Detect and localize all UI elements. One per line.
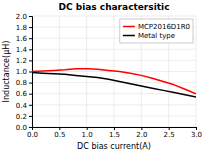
x-tick-mark	[59, 127, 60, 130]
x-tick-label: 0.0	[27, 131, 38, 139]
y-tick-mark	[29, 83, 32, 84]
y-tick: 2.0	[16, 13, 32, 21]
legend-label: Metal type	[138, 32, 175, 40]
x-axis: 0.0 0.5 1.0 1.5 2.0 2.5 3.0	[27, 127, 202, 139]
y-tick: 0.4	[16, 102, 32, 110]
y-tick-mark	[29, 16, 32, 17]
x-tick: 2.5	[164, 127, 175, 139]
grid	[32, 16, 196, 127]
y-tick-label: 1.6	[16, 35, 28, 43]
y-grid-line	[32, 115, 196, 116]
y-tick-mark	[29, 105, 32, 106]
y-tick-label: 1.8	[16, 24, 27, 32]
y-grid-line	[32, 93, 196, 94]
y-tick-label: 0.6	[16, 90, 28, 98]
legend-label: MCP2016D1R0	[138, 23, 190, 31]
y-grid-line	[32, 16, 196, 17]
y-tick-mark	[29, 27, 32, 28]
y-tick-mark	[29, 49, 32, 50]
y-tick-label: 2.0	[16, 13, 27, 21]
x-axis-title: DC bias current(A)	[77, 142, 151, 151]
y-tick: 0.0	[16, 124, 32, 132]
y-tick-mark	[29, 72, 32, 73]
legend-item: Metal type	[123, 32, 175, 40]
x-tick-mark	[87, 127, 88, 130]
x-tick-label: 0.5	[54, 131, 65, 139]
x-tick-label: 1.5	[109, 131, 120, 139]
lines	[32, 69, 196, 97]
y-tick-mark	[29, 38, 32, 39]
y-tick: 1.2	[16, 57, 32, 65]
y-tick: 1.4	[16, 46, 32, 54]
y-axis-title: Inductance(μH)	[2, 41, 11, 103]
y-tick-mark	[29, 94, 32, 95]
y-tick-mark	[29, 60, 32, 61]
x-tick-label: 3.0	[191, 131, 202, 139]
y-tick-mark	[29, 116, 32, 117]
y-tick: 0.6	[16, 90, 32, 98]
y-tick-label: 0.0	[16, 124, 27, 132]
x-tick: 2.0	[136, 127, 147, 139]
y-tick-label: 1.4	[16, 46, 28, 54]
x-tick: 1.5	[109, 127, 120, 139]
y-grid-line	[32, 104, 196, 105]
x-tick-label: 2.0	[136, 131, 147, 139]
x-tick: 3.0	[191, 127, 202, 139]
y-tick: 1.8	[16, 24, 32, 32]
y-tick-label: 0.8	[16, 79, 27, 87]
y-tick: 1.0	[16, 68, 32, 76]
y-grid-line	[32, 60, 196, 61]
y-tick-label: 1.2	[16, 57, 27, 65]
x-tick: 0.0	[27, 127, 38, 139]
y-tick-label: 1.0	[16, 68, 27, 76]
x-tick-label: 1.0	[82, 131, 93, 139]
plot-area: 0.0 0.5 1.0 1.5 2.0 2.5 3.0 0.0 0.2 0.4 0.6 0.8 1.0 1…	[16, 13, 202, 139]
y-axis-line	[29, 17, 33, 128]
title: DC bias charactersitic	[59, 2, 170, 12]
x-tick-mark	[141, 127, 142, 130]
chart: 0.0 0.5 1.0 1.5 2.0 2.5 3.0 0.0 0.2 0.4 0.6 0.8 1.0 1…	[0, 0, 204, 152]
x-tick: 0.5	[54, 127, 65, 139]
y-grid-line	[32, 49, 196, 50]
legend-frame	[120, 19, 193, 43]
y-tick-label: 0.4	[16, 102, 28, 110]
y-tick-mark	[29, 127, 32, 128]
x-tick-label: 2.5	[164, 131, 175, 139]
y-tick-label: 0.2	[16, 113, 27, 121]
x-tick-mark	[196, 127, 197, 130]
y-tick: 0.2	[16, 113, 32, 121]
y-tick: 0.8	[16, 79, 32, 87]
legend-item: MCP2016D1R0	[123, 23, 190, 31]
legend-swatch	[123, 35, 135, 37]
y-tick: 1.6	[16, 35, 32, 43]
legend: MCP2016D1R0Metal type	[120, 19, 193, 43]
x-tick-mark	[114, 127, 115, 130]
y-grid-line	[32, 82, 196, 83]
x-tick-mark	[169, 127, 170, 130]
x-axis-line	[33, 128, 197, 131]
series-line	[32, 69, 196, 94]
legend-swatch	[123, 26, 135, 28]
series-line	[32, 73, 196, 97]
x-tick: 1.0	[82, 127, 93, 139]
y-axis: 0.0 0.2 0.4 0.6 0.8 1.0 1.2 1.4 1.6 1.8 2.0	[16, 13, 33, 132]
